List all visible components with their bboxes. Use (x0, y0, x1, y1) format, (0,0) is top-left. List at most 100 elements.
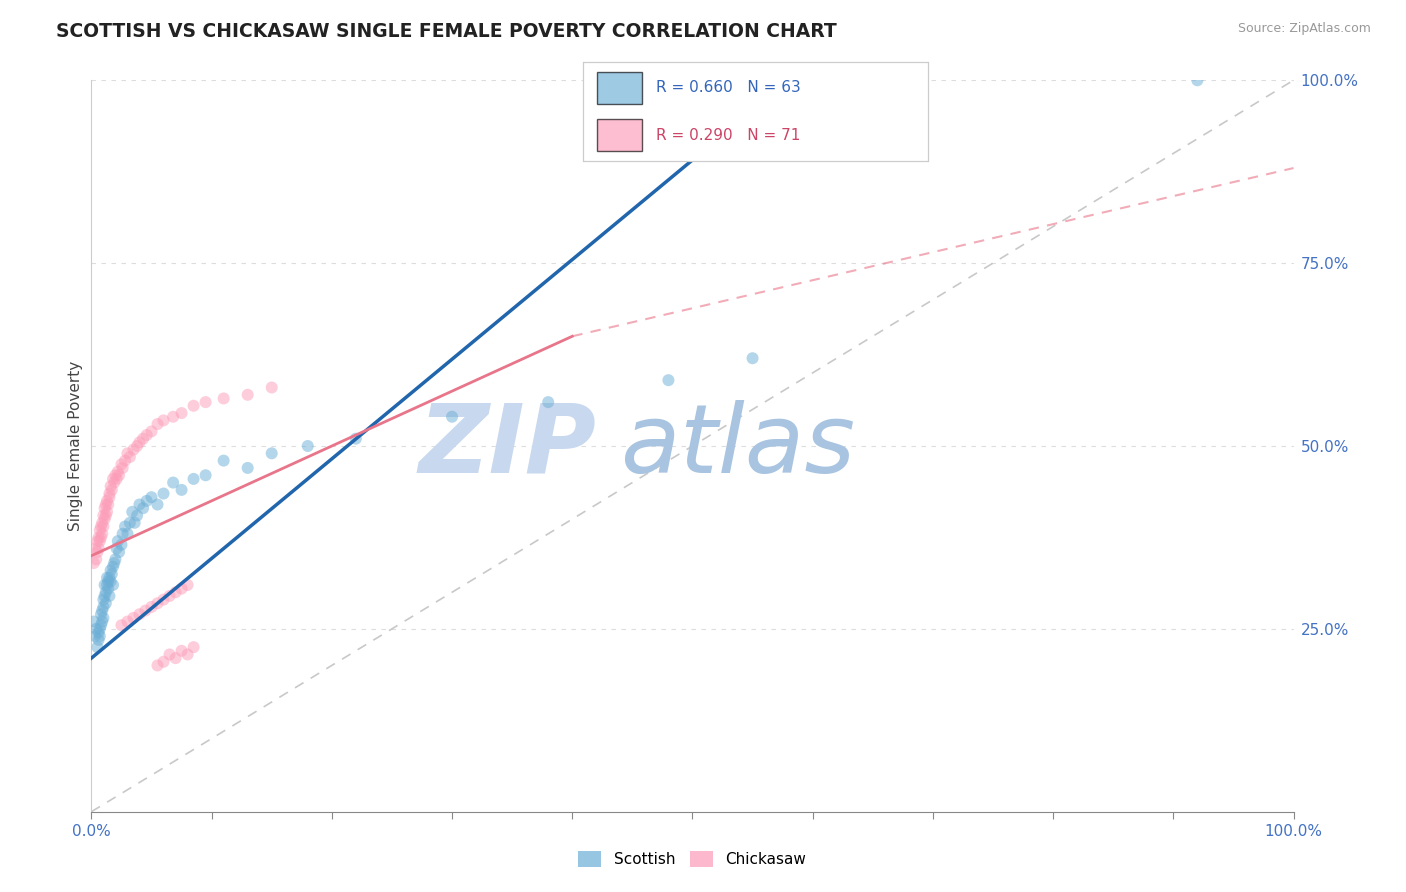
Point (100, 479, 122, 493)
Point (96, 571, 118, 585)
Point (108, 545, 131, 559)
Point (110, 538, 132, 552)
Point (741, 351, 763, 366)
Point (1187, 73, 1209, 87)
Point (100, 563, 122, 577)
Point (183, 640, 205, 655)
Point (89, 534, 111, 549)
Point (101, 559, 124, 574)
Point (94, 508, 117, 523)
Point (152, 486, 174, 500)
Point (93, 501, 115, 516)
Point (657, 373, 679, 387)
Point (98, 571, 121, 585)
FancyBboxPatch shape (598, 72, 643, 103)
Point (93, 599, 115, 614)
Point (537, 395, 560, 409)
Point (110, 458, 132, 472)
Point (87, 625, 110, 640)
Point (87, 632, 110, 647)
Point (93, 592, 115, 607)
Text: Source: ZipAtlas.com: Source: ZipAtlas.com (1237, 22, 1371, 36)
Legend: Scottish, Chickasaw: Scottish, Chickasaw (572, 846, 813, 873)
Text: R = 0.660   N = 63: R = 0.660 N = 63 (655, 80, 800, 95)
Point (97, 582, 120, 596)
Point (141, 425, 163, 439)
Point (93, 508, 115, 523)
Point (89, 622, 111, 636)
Point (90, 530, 112, 544)
Point (90, 519, 112, 533)
Point (91, 516, 114, 530)
Point (344, 432, 367, 446)
Point (89, 629, 111, 643)
Point (98, 490, 121, 504)
Point (90, 607, 112, 622)
Point (84, 622, 107, 636)
Point (128, 498, 150, 512)
Point (97, 574, 120, 589)
Point (162, 409, 184, 424)
Point (108, 468, 131, 483)
Point (104, 552, 127, 566)
Point (105, 541, 128, 556)
Point (260, 380, 283, 394)
Point (146, 498, 169, 512)
Point (170, 483, 193, 497)
Point (132, 501, 155, 516)
Point (128, 435, 150, 450)
Point (84, 552, 107, 566)
Point (135, 428, 157, 442)
Point (170, 644, 193, 658)
Point (100, 574, 122, 589)
Point (96, 505, 118, 519)
Point (83, 615, 105, 629)
Point (94, 596, 117, 610)
Point (146, 658, 169, 673)
Point (236, 388, 259, 402)
Point (165, 585, 187, 599)
Point (87, 541, 110, 556)
Point (86, 534, 108, 549)
Point (125, 508, 148, 523)
Point (96, 494, 118, 508)
Point (159, 589, 181, 603)
Point (89, 523, 111, 537)
Point (194, 468, 217, 483)
Point (98, 589, 121, 603)
Point (132, 432, 155, 446)
Point (121, 505, 143, 519)
Point (93, 611, 115, 625)
Point (117, 446, 139, 460)
Point (125, 439, 148, 453)
Point (114, 519, 136, 533)
Point (118, 450, 141, 464)
Text: ZIP: ZIP (419, 400, 596, 492)
Point (135, 494, 157, 508)
Point (83, 556, 105, 570)
Point (96, 578, 118, 592)
Point (87, 530, 110, 544)
Point (146, 417, 169, 431)
Point (176, 578, 198, 592)
Point (111, 461, 134, 475)
Point (152, 413, 174, 427)
Point (86, 545, 108, 559)
Text: SCOTTISH VS CHICKASAW SINGLE FEMALE POVERTY CORRELATION CHART: SCOTTISH VS CHICKASAW SINGLE FEMALE POVE… (56, 22, 837, 41)
Point (97, 498, 120, 512)
FancyBboxPatch shape (598, 120, 643, 151)
Point (134, 603, 156, 617)
Point (260, 446, 283, 460)
Point (146, 596, 169, 610)
Point (236, 461, 259, 475)
Point (118, 516, 141, 530)
Point (165, 651, 187, 665)
Point (194, 395, 217, 409)
Point (212, 453, 235, 467)
Point (107, 465, 129, 479)
Point (122, 442, 145, 457)
Point (183, 472, 205, 486)
Point (93, 519, 115, 533)
Point (86, 640, 108, 655)
Point (93, 589, 115, 603)
